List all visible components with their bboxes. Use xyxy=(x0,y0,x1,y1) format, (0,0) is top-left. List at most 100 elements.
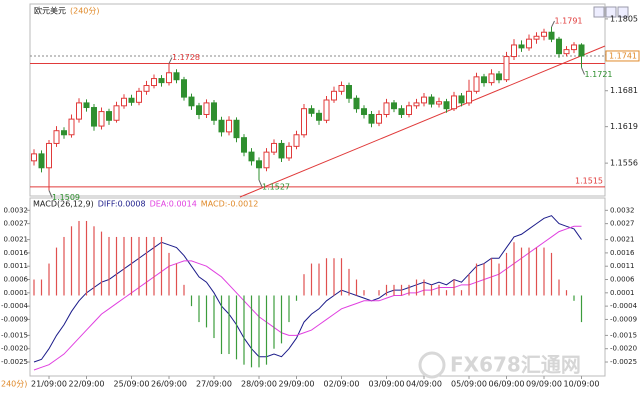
candle-body xyxy=(121,97,127,107)
y-tick-label: 0.0006 xyxy=(4,276,29,284)
support-label: 1.1515 xyxy=(575,176,603,185)
legend-entry: DIFF:0.0008 xyxy=(98,200,146,209)
candle-body xyxy=(46,142,52,169)
candle-body xyxy=(203,102,210,115)
candle-body xyxy=(331,90,337,101)
candle-body xyxy=(226,119,232,133)
candle-body xyxy=(278,142,285,159)
annotation-pointer xyxy=(258,179,263,188)
candle-body xyxy=(98,111,105,127)
candle-body xyxy=(436,101,442,105)
candle-body xyxy=(353,97,360,110)
y-tick-label: -0.0020 xyxy=(610,345,637,353)
candle-body xyxy=(113,105,120,121)
x-tick-label: 22/09:00 xyxy=(69,380,105,389)
candle-body xyxy=(473,76,480,92)
x-tick-label: 04/09:00 xyxy=(406,380,442,389)
candle-body xyxy=(31,153,37,162)
y-tick-label: -0.0025 xyxy=(610,358,637,366)
y-tick-label: 0.0032 xyxy=(610,206,635,214)
toolbar-button[interactable] xyxy=(617,6,629,18)
candle-body xyxy=(578,44,585,57)
candle-body xyxy=(451,95,457,110)
candle-body xyxy=(188,96,195,107)
candle-body xyxy=(488,73,495,84)
candle-body xyxy=(151,78,157,87)
candle-body xyxy=(158,78,165,84)
x-tick-label: 10/09:00 xyxy=(564,380,600,389)
candle-body xyxy=(91,107,97,127)
x-tick-label: 29/09:00 xyxy=(279,380,315,389)
y-tick-label: -0.0004 xyxy=(1,302,29,310)
y-tick-label: 1.1681 xyxy=(610,86,638,95)
candle-body xyxy=(323,99,330,121)
macd-line xyxy=(33,215,582,363)
x-tick-label: 09/09:00 xyxy=(526,380,562,389)
candle-body xyxy=(376,113,382,124)
y-tick-label: 0.0006 xyxy=(610,276,635,284)
x-tick-label: 26/09:00 xyxy=(151,380,187,389)
last-price-box xyxy=(605,50,640,62)
x-tick-label: 28/09:00 xyxy=(241,380,277,389)
x-tick-label: 21/09:00 xyxy=(31,380,67,389)
candle-body xyxy=(271,142,277,153)
candle-body xyxy=(181,79,187,98)
y-tick-label: -0.0015 xyxy=(1,331,28,339)
candle-body xyxy=(173,72,180,81)
candle-body xyxy=(518,44,525,49)
annotation: 1.1791 xyxy=(555,17,583,26)
y-tick-label: 0.0011 xyxy=(610,262,635,270)
candle-body xyxy=(106,111,112,121)
candle-body xyxy=(526,38,532,49)
annotation-pointer xyxy=(581,67,585,75)
candle-body xyxy=(338,85,345,92)
candle-body xyxy=(511,44,517,58)
candle-body xyxy=(68,118,75,136)
macd-line xyxy=(33,225,582,371)
watermark: FX678汇通网 xyxy=(450,353,581,377)
candle-body xyxy=(458,95,465,104)
candle-body xyxy=(406,105,412,115)
annotation-pointer xyxy=(48,190,53,198)
y-tick-label: 1.1805 xyxy=(610,14,638,23)
candle-body xyxy=(503,56,510,81)
y-tick-label: 0.0016 xyxy=(610,249,635,257)
y-tick-label: 1.1619 xyxy=(610,122,638,131)
macd-panel xyxy=(29,197,606,377)
candle-body xyxy=(383,102,390,115)
y-tick-label: 0.0001 xyxy=(610,289,635,297)
candle-body xyxy=(196,105,202,115)
candle-body xyxy=(563,49,570,55)
candle-body xyxy=(541,31,547,37)
candle-body xyxy=(496,73,502,81)
candle-body xyxy=(248,151,255,162)
candle-body xyxy=(143,85,150,92)
y-tick-label: 0.0032 xyxy=(4,206,29,214)
candle-body xyxy=(38,153,45,169)
indicator-label: MACD(26,12,9) xyxy=(33,200,94,209)
candle-body xyxy=(76,102,82,120)
candle-body xyxy=(218,119,225,133)
annotation-pointer xyxy=(168,57,173,64)
candle-body xyxy=(61,130,67,136)
candle-body xyxy=(361,108,367,115)
candle-body xyxy=(421,96,427,104)
annotation: 1.1509 xyxy=(52,193,80,202)
chart-title: 欧元美元 xyxy=(34,6,66,16)
y-tick-label: -0.0004 xyxy=(610,302,638,310)
legend-entry: DEA:0.0014 xyxy=(150,200,197,209)
candle-body xyxy=(53,130,60,144)
price-panel xyxy=(29,3,606,197)
candle-body xyxy=(428,96,435,105)
toolbar-button[interactable] xyxy=(605,6,617,18)
candle-body xyxy=(166,72,172,84)
x-cursor-label: 240分) xyxy=(1,380,27,389)
candle-body xyxy=(571,44,577,51)
candle-body xyxy=(301,108,307,136)
x-tick-label: 25/09:00 xyxy=(114,380,150,389)
toolbar-button[interactable] xyxy=(593,6,605,18)
y-tick-label: -0.0025 xyxy=(1,358,28,366)
candle-body xyxy=(263,151,270,169)
y-tick-label: 1.1556 xyxy=(610,159,638,168)
